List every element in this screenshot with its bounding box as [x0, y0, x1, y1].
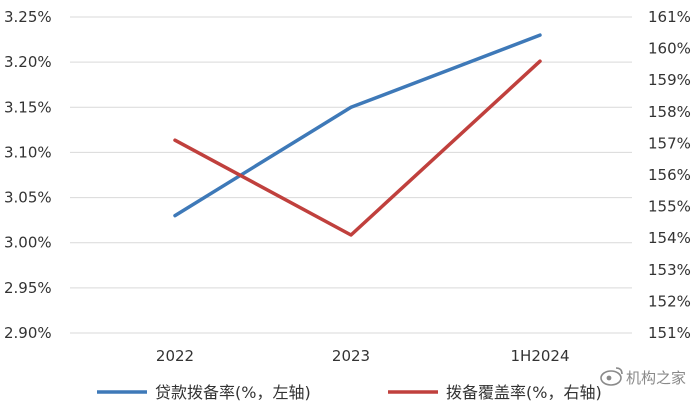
right-tick-label: 151% [648, 324, 691, 342]
left-tick-label: 3.05% [4, 189, 52, 207]
left-axis: 2.90% 2.95% 3.00% 3.05% 3.10% 3.15% 3.20% 3.25% [4, 8, 52, 342]
weibo-icon [600, 367, 623, 386]
right-tick-label: 155% [648, 198, 691, 216]
legend-label: 拨备覆盖率(%，右轴) [446, 383, 602, 402]
left-tick-label: 3.10% [4, 143, 52, 161]
watermark: 机构之家 [600, 367, 686, 387]
left-tick-label: 2.95% [4, 279, 52, 297]
legend-label: 贷款拨备率(%，左轴) [155, 383, 311, 402]
legend: 贷款拨备率(%，左轴) 拨备覆盖率(%，右轴) [97, 383, 602, 402]
series-line [173, 33, 542, 218]
left-tick-label: 3.00% [4, 234, 52, 252]
left-tick-label: 2.90% [4, 324, 52, 342]
left-tick-label: 3.25% [4, 8, 52, 26]
right-tick-label: 153% [648, 261, 691, 279]
right-tick-label: 158% [648, 103, 691, 121]
x-tick-label: 2022 [156, 347, 194, 365]
x-tick-label: 2023 [332, 347, 370, 365]
right-tick-label: 154% [648, 229, 691, 247]
series-line [173, 59, 542, 237]
right-axis: 151% 152% 153% 154% 155% 156% 157% 158% 159% 160%… [648, 8, 691, 342]
right-tick-label: 159% [648, 71, 691, 89]
grid-lines [70, 16, 632, 334]
left-tick-label: 3.15% [4, 98, 52, 116]
left-tick-label: 3.20% [4, 53, 52, 71]
x-axis: 2022 2023 1H2024 [156, 347, 570, 365]
right-tick-label: 161% [648, 8, 691, 26]
series-lines [173, 33, 542, 237]
x-tick-label: 1H2024 [511, 347, 570, 365]
right-tick-label: 160% [648, 40, 691, 58]
right-tick-label: 156% [648, 166, 691, 184]
right-tick-label: 152% [648, 292, 691, 310]
watermark-text: 机构之家 [626, 369, 686, 387]
right-tick-label: 157% [648, 134, 691, 152]
